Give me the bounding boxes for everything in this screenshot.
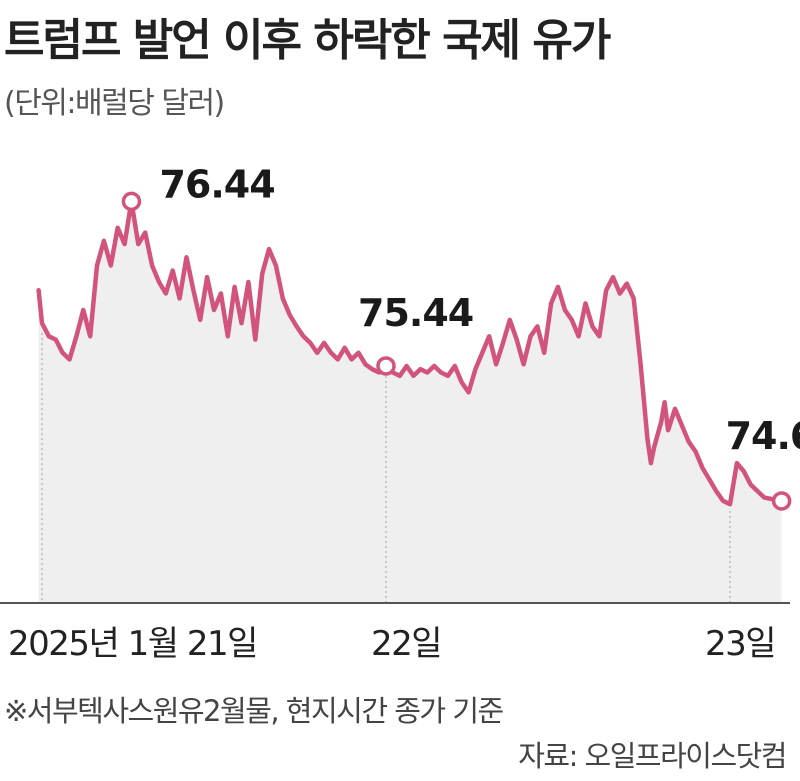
x-tick-label-1: 22일 bbox=[371, 624, 441, 664]
data-point-marker-2 bbox=[771, 491, 792, 511]
source-label: 자료: 오일프라이스닷컴 bbox=[518, 739, 787, 773]
unit-label: (단위:배럴당 달러) bbox=[4, 86, 225, 121]
footnote: ※서부텍사스원유2월물, 현지시간 종가 기준 bbox=[4, 694, 504, 728]
data-label-1: 75.44 bbox=[358, 291, 473, 335]
data-point-marker-1 bbox=[376, 356, 396, 376]
area-fill bbox=[38, 201, 782, 604]
data-label-2: 74.62 bbox=[726, 414, 800, 458]
x-tick-label-2: 23일 bbox=[705, 624, 775, 664]
x-tick-label-0: 2025년 1월 21일 bbox=[8, 624, 257, 664]
data-point-marker-0 bbox=[121, 191, 142, 212]
chart-title: 트럼프 발언 이후 하락한 국제 유가 bbox=[4, 15, 611, 66]
data-label-0: 76.44 bbox=[159, 162, 274, 206]
price-series-line bbox=[36, 199, 784, 507]
